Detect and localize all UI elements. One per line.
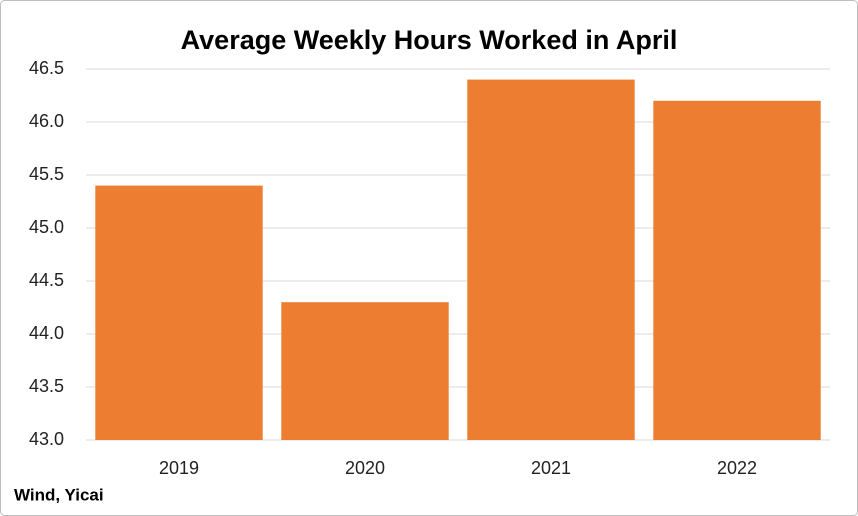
y-tick-label: 46.0 [29, 111, 64, 131]
y-tick-label: 43.0 [29, 429, 64, 449]
x-tick-label: 2019 [159, 458, 199, 478]
bar [653, 100, 821, 441]
x-tick-label: 2020 [345, 458, 385, 478]
bar [467, 79, 635, 440]
y-tick-label: 44.0 [29, 323, 64, 343]
y-tick-label: 44.5 [29, 270, 64, 290]
y-tick-label: 43.5 [29, 376, 64, 396]
x-tick-label: 2022 [717, 458, 757, 478]
source-note: Wind, Yicai [14, 485, 104, 504]
x-tick-label: 2021 [531, 458, 571, 478]
y-tick-label: 45.5 [29, 164, 64, 184]
y-tick-label: 45.0 [29, 217, 64, 237]
y-tick-label: 46.5 [29, 58, 64, 78]
bar [95, 185, 263, 440]
chart-title: Average Weekly Hours Worked in April [181, 25, 678, 55]
bar [281, 302, 449, 440]
